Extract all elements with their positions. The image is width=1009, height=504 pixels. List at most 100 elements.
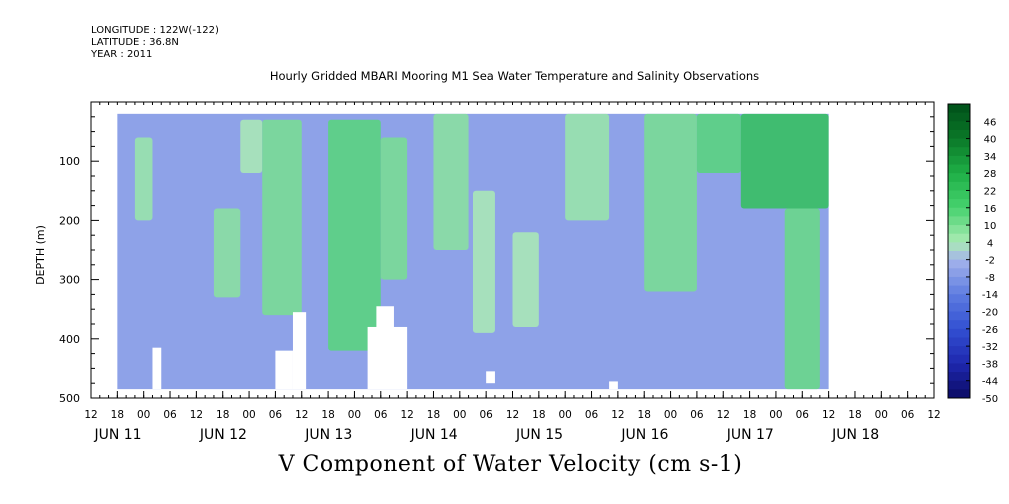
x-hour-tick-label: 06 — [585, 409, 599, 421]
y-axis-label: DEPTH (m) — [34, 225, 47, 285]
colorbar-swatch — [948, 233, 970, 243]
colorbar-swatch — [948, 320, 970, 330]
colorbar-label: 10 — [984, 221, 997, 232]
velocity-band — [565, 113, 610, 221]
colorbar-swatch — [948, 259, 970, 269]
colorbar-swatch — [948, 216, 970, 226]
colorbar-swatch — [948, 251, 970, 261]
y-tick-label: 300 — [59, 274, 80, 287]
x-hour-tick-label: 00 — [348, 409, 361, 421]
x-hour-tick-label: 06 — [163, 409, 177, 421]
location-metadata: LONGITUDE : 122W(-122) LATITUDE : 36.8N … — [91, 25, 219, 61]
colorbar-swatch — [948, 311, 970, 321]
x-day-tick-label: JUN 17 — [726, 427, 774, 443]
x-axis-label: V Component of Water Velocity (cm s-1) — [278, 452, 743, 477]
velocity-band — [328, 119, 381, 351]
missing-data-gap — [152, 347, 162, 390]
x-hour-tick-label: 00 — [875, 409, 888, 421]
colorbar-swatch — [948, 129, 970, 140]
x-day-tick-label: JUN 12 — [199, 427, 247, 443]
missing-data-gap — [609, 381, 618, 390]
colorbar-swatch — [948, 380, 970, 390]
velocity-band — [696, 113, 741, 174]
velocity-band — [644, 113, 697, 292]
colorbar-swatch — [948, 242, 970, 252]
x-hour-tick-label: 06 — [269, 409, 283, 421]
x-hour-tick-label: 12 — [611, 409, 624, 421]
x-hour-tick-label: 18 — [216, 409, 229, 421]
x-hour-tick-label: 12 — [84, 409, 97, 421]
colorbar-label: 34 — [984, 152, 997, 163]
x-hour-tick-label: 12 — [190, 409, 203, 421]
y-tick-label: 100 — [59, 155, 80, 168]
x-hour-tick-label: 18 — [743, 409, 756, 421]
velocity-band — [512, 232, 539, 327]
colorbar-swatch — [948, 147, 970, 157]
x-hour-tick-label: 06 — [901, 409, 915, 421]
velocity-band — [784, 208, 820, 390]
chart-title: Hourly Gridded MBARI Mooring M1 Sea Wate… — [269, 69, 760, 83]
colorbar-swatch — [948, 207, 970, 217]
velocity-band — [262, 119, 302, 316]
x-day-tick-label: JUN 16 — [620, 427, 668, 443]
x-hour-tick-label: 18 — [111, 409, 124, 421]
x-hour-tick-label: 12 — [927, 409, 940, 421]
colorbar-swatch — [948, 164, 970, 174]
x-hour-tick-label: 18 — [427, 409, 440, 421]
x-day-tick-label: JUN 11 — [93, 427, 141, 443]
x-hour-tick-label: 18 — [638, 409, 651, 421]
colorbar-label: 28 — [984, 169, 997, 180]
colorbar-label: 46 — [984, 117, 997, 128]
colorbar-label: -8 — [985, 273, 995, 284]
colorbar-label: -32 — [982, 342, 998, 353]
x-hour-tick-label: 18 — [848, 409, 861, 421]
colorbar-swatch — [948, 294, 970, 304]
missing-data-gap — [275, 350, 293, 390]
colorbar-swatch — [948, 268, 970, 278]
x-hour-tick-label: 00 — [664, 409, 677, 421]
x-hour-tick-label: 00 — [137, 409, 150, 421]
latitude-label: LATITUDE : 36.8N — [91, 37, 179, 48]
colorbar-swatch — [948, 363, 970, 373]
colorbar-label: -50 — [982, 394, 998, 405]
colorbar-label: -20 — [982, 308, 998, 319]
x-hour-tick-label: 00 — [559, 409, 572, 421]
colorbar-swatch — [948, 285, 970, 295]
colorbar-label: -14 — [982, 290, 998, 301]
x-hour-tick-label: 00 — [453, 409, 466, 421]
colorbar-swatch — [948, 173, 970, 183]
x-hour-tick-label: 00 — [242, 409, 255, 421]
x-day-tick-label: JUN 18 — [831, 427, 879, 443]
x-hour-tick-label: 06 — [796, 409, 810, 421]
colorbar-label: 16 — [984, 204, 997, 215]
x-hour-tick-label: 06 — [374, 409, 388, 421]
colorbar-label: -44 — [982, 377, 998, 388]
velocity-band — [380, 137, 408, 280]
colorbar-swatch — [948, 302, 970, 313]
colorbar-label: 22 — [984, 186, 997, 197]
missing-data-gap — [486, 371, 495, 384]
colorbar-label: 4 — [987, 238, 993, 249]
colorbar-swatch — [948, 104, 970, 114]
colorbar-swatch — [948, 354, 970, 364]
colorbar-swatch — [948, 199, 970, 209]
colorbar-label: -26 — [982, 325, 998, 336]
x-hour-tick-label: 12 — [295, 409, 308, 421]
x-hour-tick-label: 12 — [717, 409, 730, 421]
colorbar-swatch — [948, 190, 970, 200]
x-hour-tick-label: 12 — [400, 409, 413, 421]
velocity-band — [213, 208, 241, 298]
x-day-tick-label: JUN 14 — [410, 427, 458, 443]
x-hour-tick-label: 00 — [769, 409, 782, 421]
colorbar-swatch — [948, 389, 970, 399]
colorbar-swatch — [948, 276, 970, 287]
colorbar-swatch — [948, 138, 970, 148]
y-tick-label: 200 — [59, 214, 80, 227]
colorbar-swatch — [948, 225, 970, 235]
colorbar-swatch — [948, 328, 970, 338]
colorbar-frame — [947, 103, 971, 399]
missing-data-gap — [367, 326, 408, 390]
x-hour-tick-label: 06 — [479, 409, 493, 421]
colorbar-swatch — [948, 337, 970, 347]
